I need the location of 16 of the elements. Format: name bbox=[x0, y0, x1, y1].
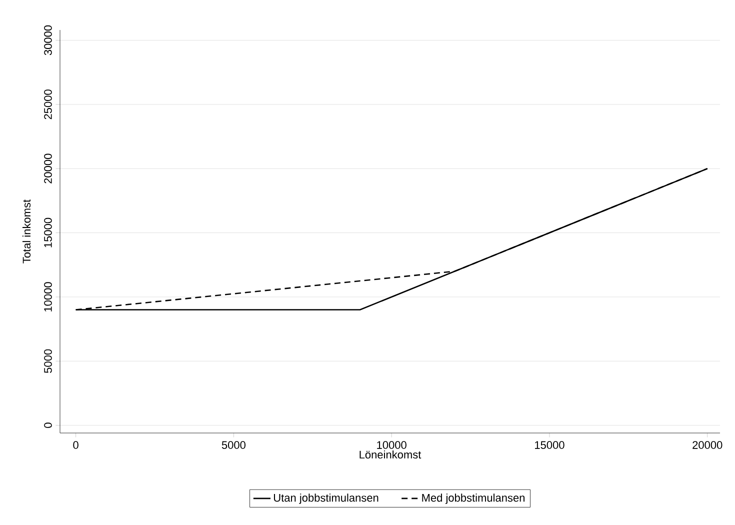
x-tick-label: 15000 bbox=[535, 441, 564, 449]
y-tick-label: 0 bbox=[44, 422, 52, 428]
y-axis-title: Total inkomst bbox=[22, 199, 31, 264]
x-tick-label: 10000 bbox=[377, 441, 406, 449]
y-tick-label: 25000 bbox=[44, 90, 52, 120]
y-tick-label: 15000 bbox=[44, 218, 52, 248]
y-tick-label: 30000 bbox=[44, 25, 52, 56]
y-tick-label: 5000 bbox=[44, 349, 52, 373]
x-axis-title: Löneinkomst bbox=[360, 450, 422, 459]
y-tick-label: 20000 bbox=[44, 154, 52, 184]
x-tick-label: 0 bbox=[73, 441, 78, 449]
x-tick-label: 20000 bbox=[692, 441, 722, 449]
y-tick-label: 10000 bbox=[44, 282, 52, 312]
legend-label: Med jobbstimulansen bbox=[422, 494, 524, 504]
legend-label: Utan jobbstimulansen bbox=[274, 494, 378, 504]
x-tick-label: 5000 bbox=[222, 441, 246, 449]
